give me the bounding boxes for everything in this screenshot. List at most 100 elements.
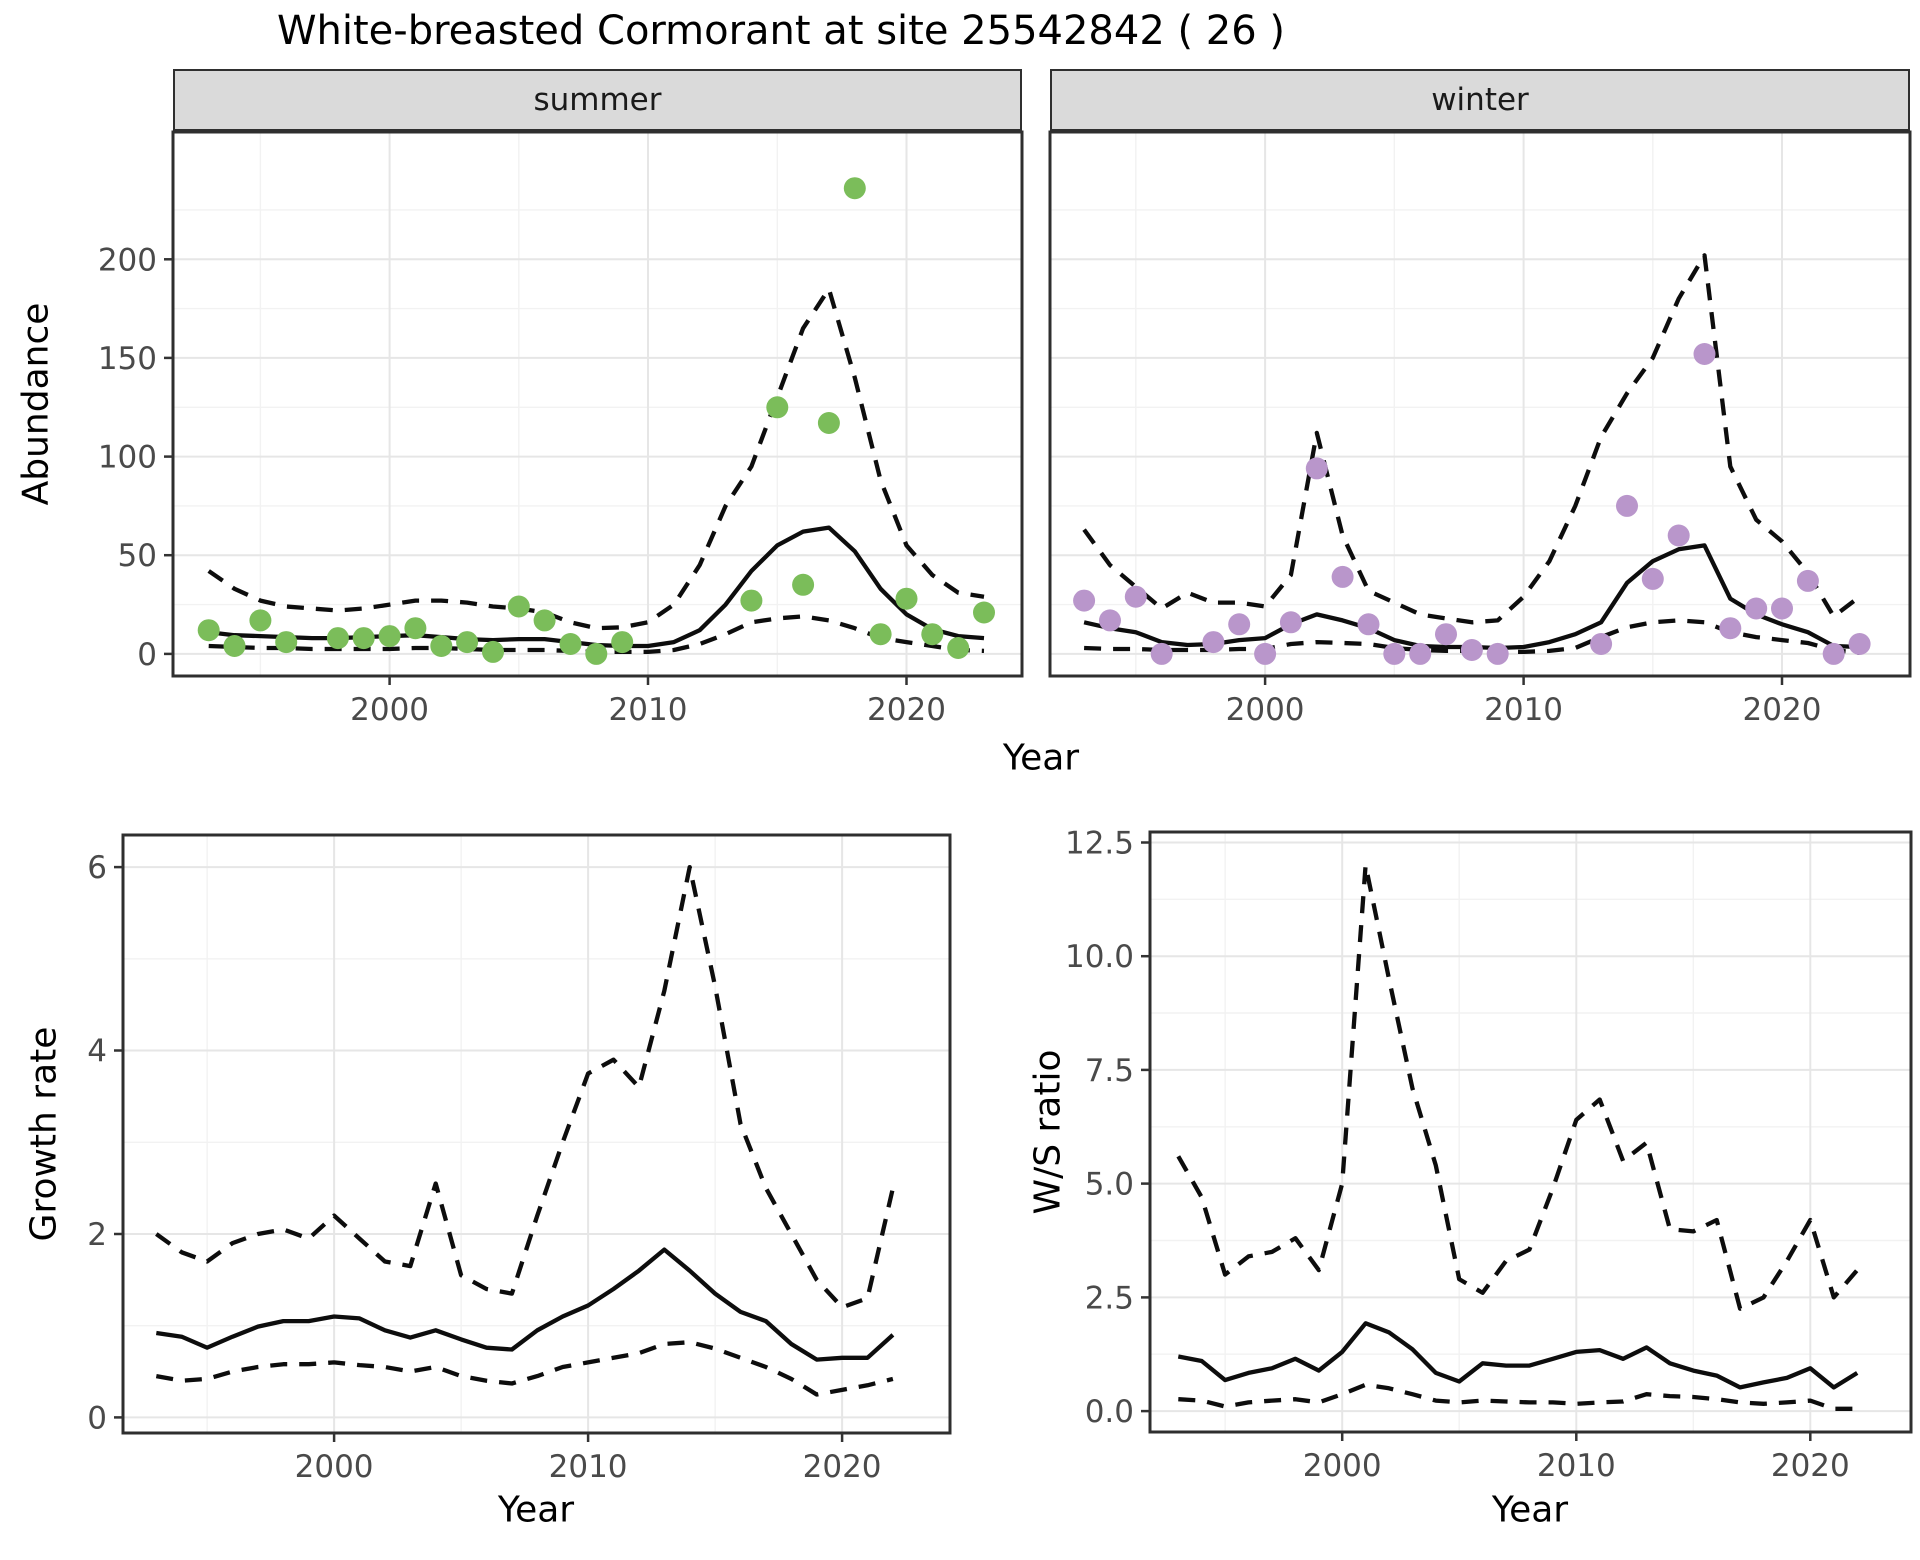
y-tick-label: 100 <box>98 440 157 476</box>
observation-point <box>223 635 246 657</box>
observation-point <box>1073 589 1096 612</box>
observation-point <box>1745 597 1768 620</box>
observation-point <box>843 177 866 200</box>
observation-point <box>1254 642 1277 665</box>
observation-point <box>352 627 375 650</box>
ws-ratio-fit-line <box>1177 1321 1859 1390</box>
x-tick-label: 2020 <box>1771 1448 1850 1484</box>
observation-point <box>1822 642 1845 665</box>
y-axis-title-growth-rate: Growth rate <box>23 1026 65 1242</box>
abundance-winter-upper-line <box>1082 253 1861 625</box>
observation-point <box>611 631 634 654</box>
growth-rate-grid-major <box>123 835 950 1433</box>
observation-point <box>1228 613 1251 636</box>
abundance-summer-upper-line <box>207 286 985 631</box>
ws-ratio-upper-line <box>1176 863 1859 1311</box>
growth-rate-fit-line <box>155 1247 895 1362</box>
abundance-winter-grid-minor <box>1050 132 1910 676</box>
observation-point <box>1616 494 1638 517</box>
ws-ratio-panel: 2000 2010 2020 0.0 2.5 5.0 7.5 10.0 12.5 <box>1065 826 1913 1485</box>
abundance-summer-panel: 2000 2010 2020 0 50 100 150 200 <box>98 130 1024 728</box>
y-tick-label: 10.0 <box>1065 939 1134 975</box>
x-tick-label: 2010 <box>549 1449 628 1485</box>
observation-point <box>1435 623 1457 646</box>
ws-ratio-grid-major <box>1150 832 1911 1432</box>
observation-point <box>326 627 349 650</box>
x-tick-label: 2010 <box>1484 692 1563 728</box>
abundance-winter-panel-border <box>1048 130 1912 678</box>
observation-point <box>456 631 479 654</box>
ws-ratio-axis-ticks: 2000 2010 2020 0.0 2.5 5.0 7.5 10.0 12.5 <box>1065 826 1850 1485</box>
observation-point <box>1796 569 1819 592</box>
x-axis-title-year-bottom-left: Year <box>497 1489 575 1531</box>
observation-point <box>482 640 504 663</box>
y-tick-label: 50 <box>118 538 157 574</box>
facet-strip-winter-label: winter <box>1431 82 1529 118</box>
observation-point <box>1460 639 1483 661</box>
observation-point <box>1305 457 1328 480</box>
abundance-summer-grid-major <box>173 132 1022 676</box>
x-tick-label: 2010 <box>1537 1448 1616 1484</box>
x-tick-label: 2020 <box>1743 692 1822 728</box>
observation-point <box>249 609 272 632</box>
observation-point <box>1150 642 1173 665</box>
observation-point <box>1486 642 1509 665</box>
observation-point <box>378 625 401 648</box>
observation-point <box>1279 611 1302 634</box>
y-tick-label: 200 <box>98 242 157 278</box>
observation-point <box>1641 567 1664 590</box>
observation-point <box>430 635 453 657</box>
observation-point <box>766 396 789 419</box>
x-axis-title-year-top: Year <box>1002 737 1080 779</box>
observation-point <box>1719 617 1742 640</box>
y-tick-label: 0 <box>87 1400 107 1436</box>
observation-point <box>947 637 970 659</box>
x-tick-label: 2000 <box>1303 1448 1382 1484</box>
ws-ratio-panel-border <box>1148 830 1913 1434</box>
y-tick-label: 0.0 <box>1085 1394 1134 1430</box>
observation-point <box>275 631 298 654</box>
observation-point <box>1693 343 1716 365</box>
observation-point <box>973 601 995 624</box>
growth-rate-axis-ticks: 2000 2010 2020 0 2 4 6 <box>87 850 881 1485</box>
observation-point <box>792 573 815 596</box>
observation-point <box>404 617 427 640</box>
abundance-winter-axis-ticks: 2000 2010 2020 <box>1226 676 1822 728</box>
observation-point <box>1848 633 1871 655</box>
observation-point <box>817 412 840 434</box>
observation-point <box>1202 631 1225 654</box>
growth-rate-upper-line <box>155 864 895 1310</box>
x-tick-label: 2000 <box>350 692 429 728</box>
facet-strip-winter: winter <box>1050 69 1910 132</box>
ws-ratio-grid-minor <box>1150 832 1911 1432</box>
x-tick-label: 2020 <box>867 692 946 728</box>
growth-rate-panel: 2000 2010 2020 0 2 4 6 <box>87 833 952 1485</box>
growth-rate-panel-background <box>123 835 950 1433</box>
abundance-winter-panel-background <box>1050 132 1910 676</box>
y-tick-label: 2 <box>87 1217 107 1253</box>
observation-point <box>507 595 530 618</box>
growth-rate-lower-line <box>155 1340 894 1397</box>
observation-point <box>895 587 918 610</box>
observation-point <box>1409 642 1432 665</box>
growth-rate-panel-border <box>121 833 952 1435</box>
ws-ratio-panel-background <box>1150 832 1911 1432</box>
y-axis-title-abundance: Abundance <box>15 302 57 506</box>
y-tick-label: 0 <box>137 637 157 673</box>
observation-point <box>740 589 763 612</box>
y-tick-label: 6 <box>87 850 107 886</box>
observation-point <box>921 623 944 646</box>
x-tick-label: 2010 <box>609 692 688 728</box>
y-tick-label: 5.0 <box>1085 1167 1134 1203</box>
y-tick-label: 7.5 <box>1085 1053 1134 1089</box>
abundance-summer-axis-ticks: 2000 2010 2020 0 50 100 150 200 <box>98 242 946 728</box>
observation-point <box>1771 597 1793 620</box>
abundance-summer-observation-points <box>197 177 995 665</box>
observation-point <box>1667 524 1690 547</box>
observation-point <box>1331 565 1354 588</box>
observation-point <box>559 633 582 655</box>
x-tick-label: 2000 <box>295 1449 374 1485</box>
y-axis-title-ws-ratio: W/S ratio <box>1027 1049 1069 1215</box>
